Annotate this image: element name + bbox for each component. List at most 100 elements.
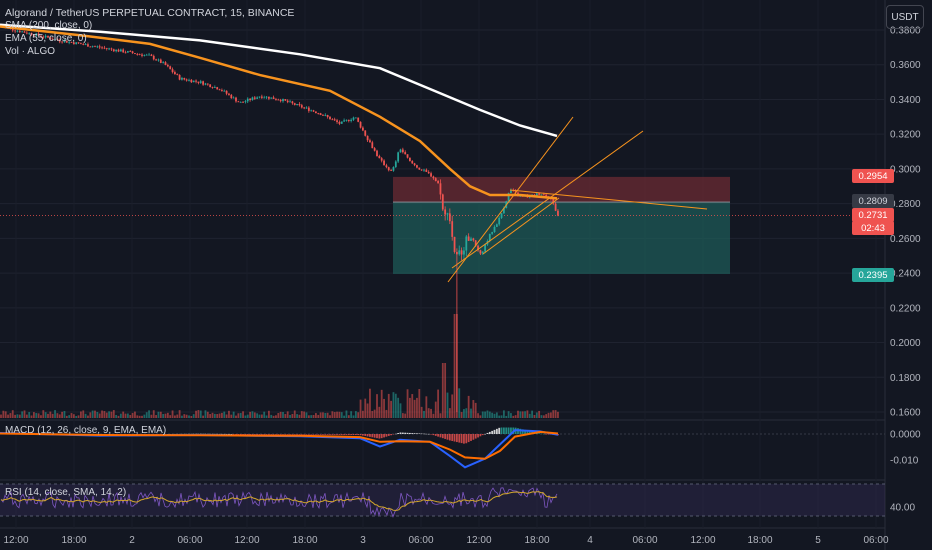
volume-bar [75, 415, 78, 418]
volume-bar [35, 413, 38, 418]
volume-bar [312, 415, 315, 418]
rsi-legend[interactable]: RSI (14, close, SMA, 14, 2) [5, 487, 127, 498]
candle-body [122, 49, 125, 53]
candle-body [444, 209, 447, 215]
macd-tick-label: -0.010 [890, 456, 919, 467]
macd-histogram-bar [282, 434, 284, 435]
candle-body [82, 44, 85, 45]
candle-body [317, 113, 320, 114]
candle-body [195, 80, 197, 82]
candle-body [298, 103, 301, 106]
candle-body [437, 180, 439, 184]
volume-bar [199, 410, 202, 418]
volume-bar [183, 414, 186, 418]
candle-body [263, 97, 266, 99]
volume-bar [397, 397, 400, 418]
volume-bar [14, 414, 16, 418]
candle-body [387, 167, 390, 171]
price-tick-label: 0.3400 [890, 95, 921, 106]
macd-histogram-bar [460, 434, 463, 444]
currency-button[interactable]: USDT [886, 5, 924, 29]
volume-bar [54, 410, 56, 418]
volume-bar [284, 414, 287, 418]
candle-body [394, 161, 397, 168]
volume-bar [164, 413, 167, 418]
volume-bar [331, 411, 334, 418]
volume-bar [279, 411, 282, 418]
candle-body [91, 46, 94, 48]
macd-histogram-bar [331, 434, 334, 435]
candle-body [413, 163, 416, 166]
candle-body [423, 169, 425, 171]
volume-legend[interactable]: Vol · ALGO [5, 46, 56, 57]
volume-bar [37, 413, 40, 418]
candle-body [503, 208, 505, 214]
trendlines [447, 116, 708, 283]
candle-body [127, 51, 129, 53]
volume-bar [488, 411, 491, 418]
volume-bar [204, 410, 207, 418]
volume-bars [0, 314, 559, 418]
candle-body [362, 127, 364, 131]
candle-body [369, 140, 371, 143]
time-tick-label: 2 [129, 535, 135, 546]
volume-bar [472, 400, 475, 418]
candle-body [204, 83, 207, 85]
macd-histogram-bar [378, 434, 381, 439]
macd-histogram-bar [272, 434, 275, 435]
volume-bar [117, 415, 120, 418]
volume-bar [479, 415, 482, 418]
macd-histogram-bar [340, 434, 343, 435]
volume-bar [521, 411, 524, 418]
candle-body [322, 115, 324, 116]
sma-legend[interactable]: SMA (200, close, 0) [5, 20, 93, 31]
ema-legend[interactable]: EMA (55, close, 0) [5, 33, 87, 44]
candle-body [42, 36, 45, 38]
volume-bar [399, 403, 402, 418]
candle-body [138, 53, 141, 55]
profit-zone [393, 202, 730, 274]
time-tick-label: 18:00 [524, 535, 549, 546]
volume-bar [303, 411, 306, 418]
price-tick-label: 0.3800 [890, 26, 921, 37]
volume-bar [68, 415, 71, 418]
volume-bar [162, 413, 165, 418]
candle-body [174, 72, 176, 75]
volume-bar [251, 411, 254, 418]
volume-bar [343, 415, 345, 418]
candle-body [28, 32, 31, 34]
volume-bar [345, 410, 348, 418]
candle-body [448, 213, 451, 222]
volume-bar [460, 412, 463, 418]
candle-body [535, 193, 538, 196]
macd-histogram-bar [347, 434, 350, 435]
volume-bar [458, 388, 461, 418]
candle-body [190, 79, 193, 83]
time-tick-label: 18:00 [61, 535, 86, 546]
macd-histogram-bar [307, 434, 310, 435]
macd-histogram-bar [427, 433, 430, 435]
volume-bar [181, 415, 183, 418]
macd-legend[interactable]: MACD (12, 26, close, 9, EMA, EMA) [5, 425, 167, 436]
candle-body [331, 119, 334, 121]
macd-histogram-bar [343, 434, 345, 435]
volume-bar [256, 413, 259, 418]
volume-bar [157, 411, 160, 418]
volume-bar [185, 414, 188, 418]
volume-bar [425, 396, 428, 418]
candle-body [65, 40, 68, 43]
volume-bar [119, 413, 122, 418]
candle-body [326, 115, 329, 117]
macd-histogram-bar [528, 431, 531, 434]
volume-bar [322, 412, 324, 418]
volume-bar [138, 415, 141, 418]
candle-body [357, 117, 360, 122]
macd-histogram-bar [312, 434, 315, 435]
macd-histogram-bar [260, 434, 263, 435]
candle-body [310, 110, 313, 112]
candle-body [397, 152, 400, 162]
candle-body [439, 183, 442, 195]
time-tick-label: 4 [587, 535, 593, 546]
volume-bar [510, 413, 512, 418]
